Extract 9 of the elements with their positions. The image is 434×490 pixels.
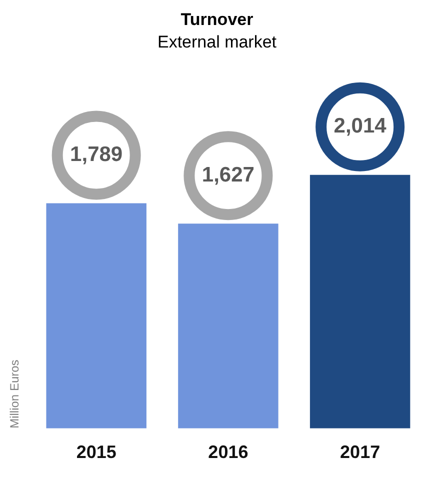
data-label: 2,014 xyxy=(334,114,387,138)
data-label: 1,627 xyxy=(202,163,254,186)
x-tick-label: 2017 xyxy=(340,442,380,462)
data-label: 1,789 xyxy=(70,143,123,166)
x-tick-label: 2016 xyxy=(208,442,248,462)
y-axis-title: Million Euros xyxy=(8,360,22,428)
chart-subtitle: External market xyxy=(157,32,277,52)
chart-title: Turnover xyxy=(180,10,254,29)
x-tick-label: 2015 xyxy=(76,442,116,462)
